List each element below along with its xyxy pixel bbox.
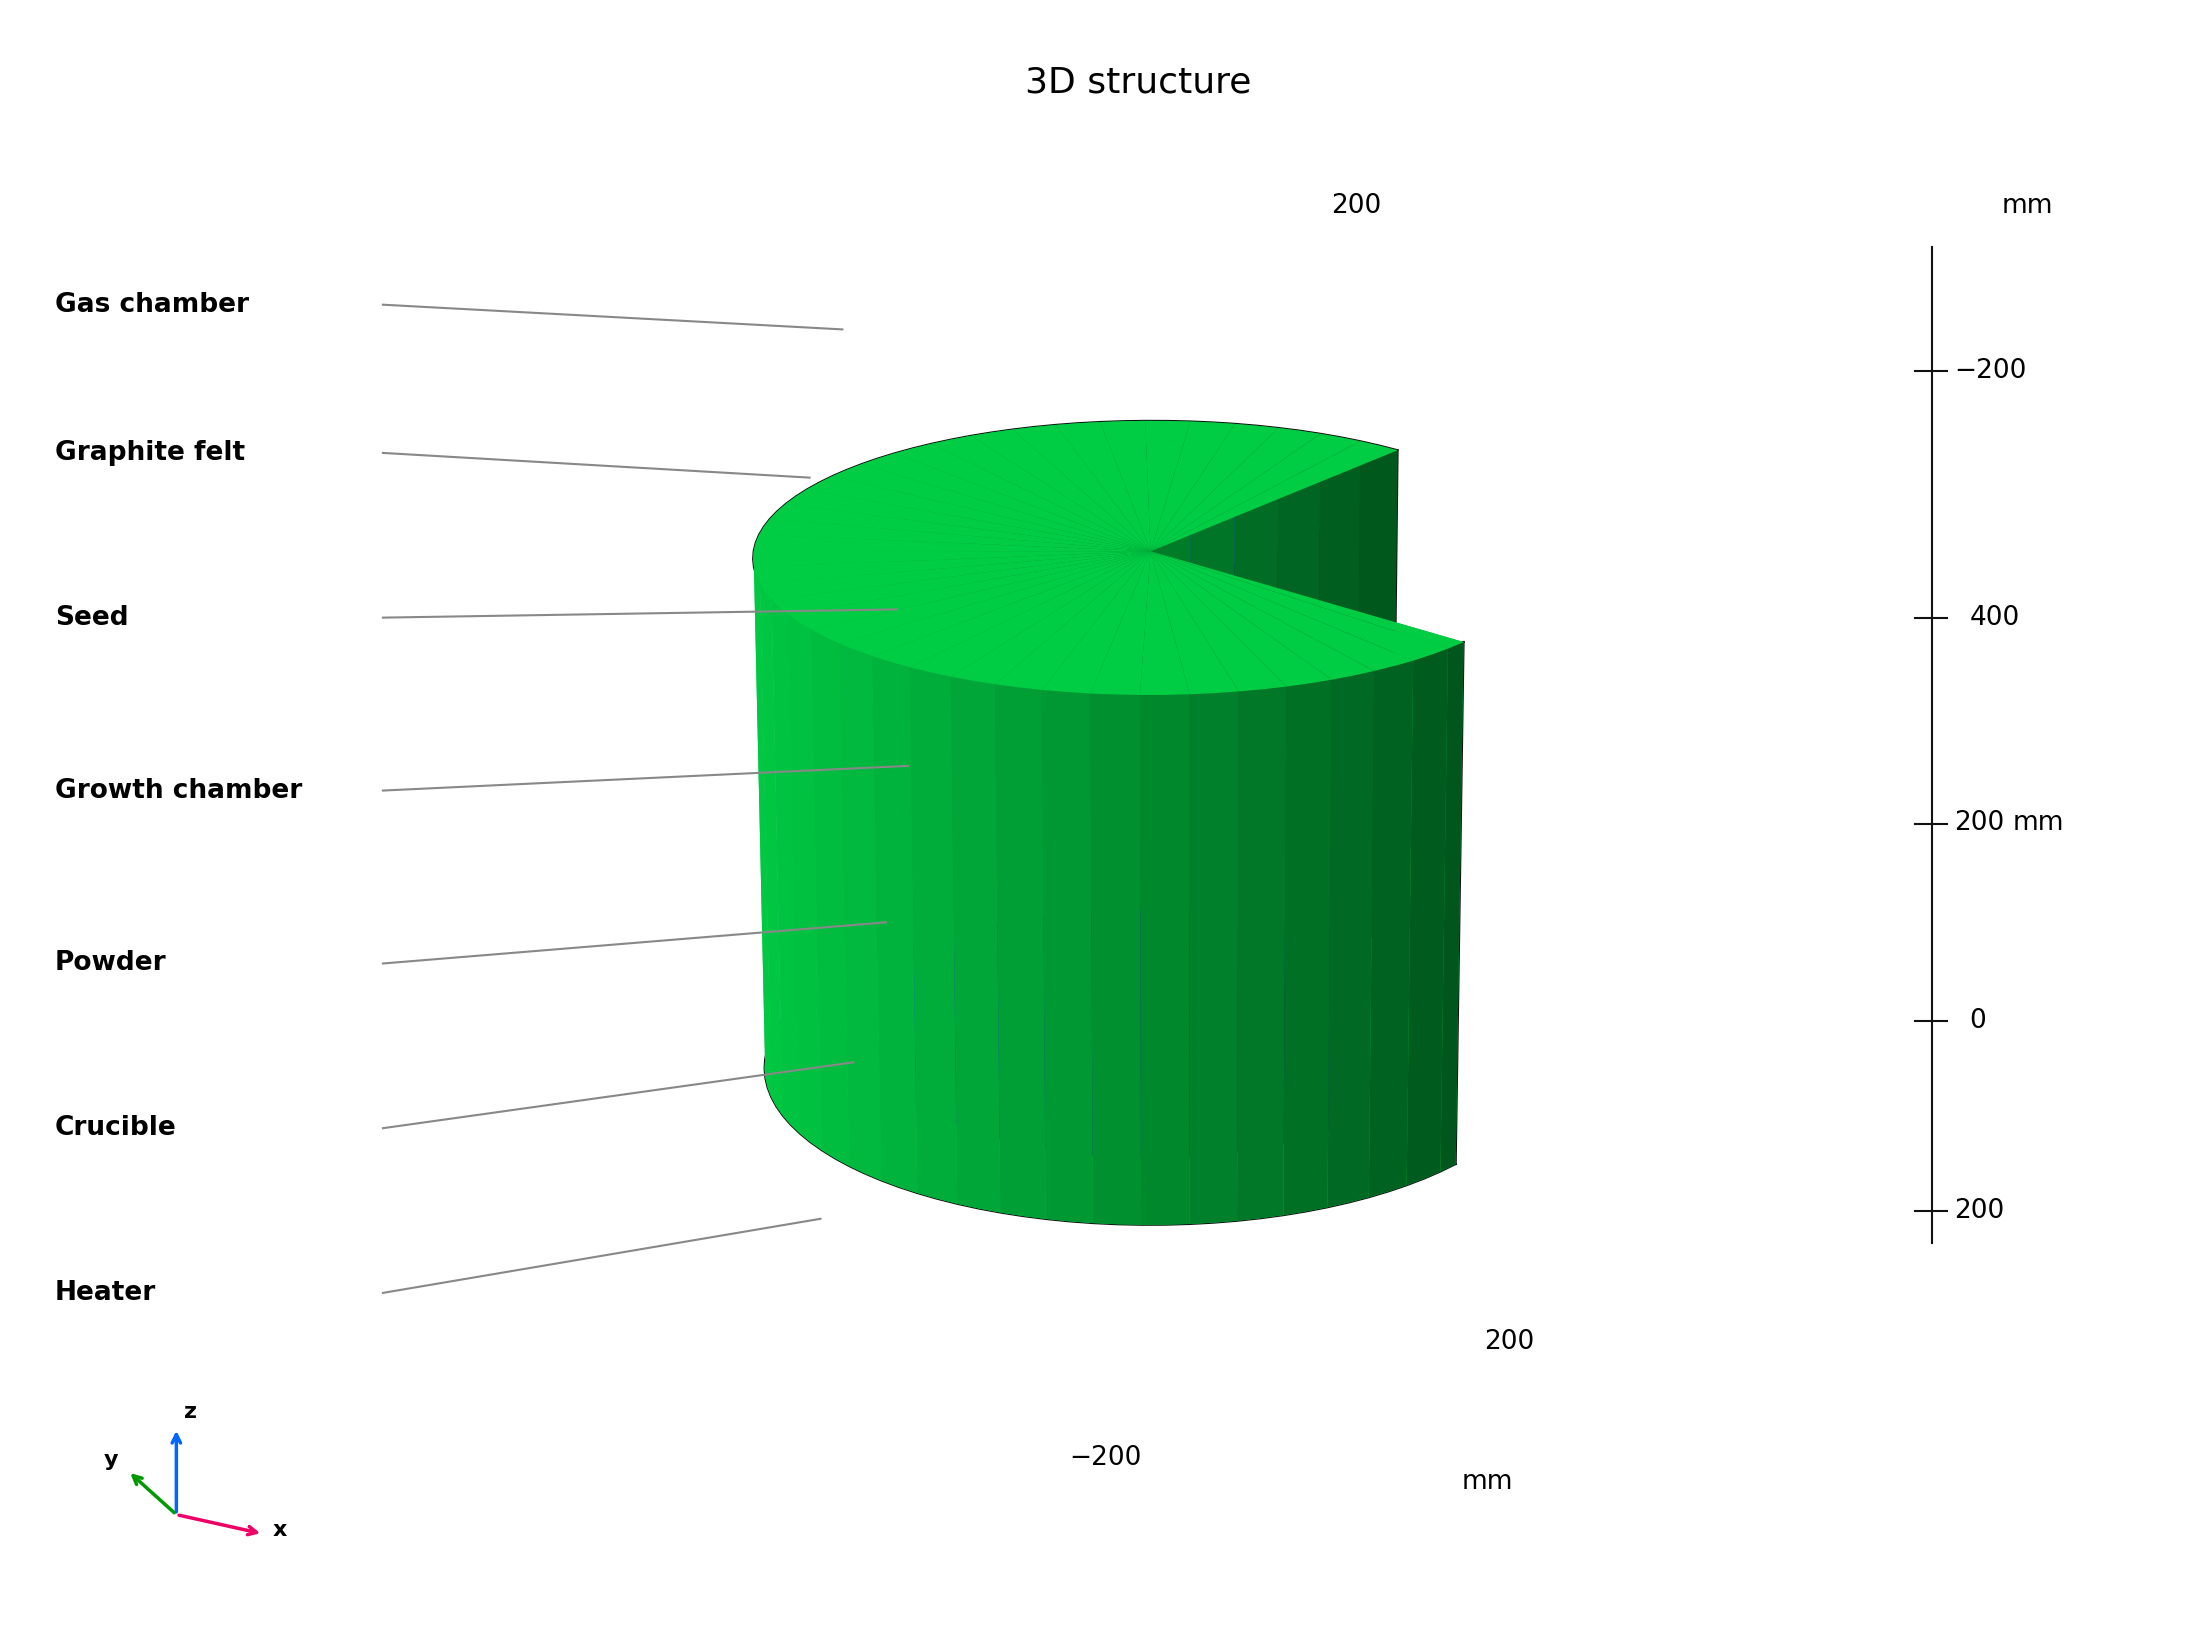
Text: 400: 400 [1969,604,2020,631]
Text: 200: 200 [1486,1329,1534,1355]
Text: z: z [184,1402,197,1423]
Text: 0: 0 [1969,1008,1987,1034]
Text: −200: −200 [1954,357,2026,384]
Text: x: x [274,1520,287,1540]
Text: 200: 200 [1954,1197,2004,1224]
Text: Powder: Powder [55,950,166,977]
Text: mm: mm [2013,810,2065,837]
Text: y: y [105,1451,118,1471]
Text: mm: mm [2002,193,2055,219]
Text: Growth chamber: Growth chamber [55,777,302,804]
Text: 200: 200 [1332,193,1381,219]
Text: −200: −200 [1068,1444,1142,1471]
Text: Gas chamber: Gas chamber [55,292,249,318]
Text: Graphite felt: Graphite felt [55,440,245,466]
Text: Seed: Seed [55,604,129,631]
Text: Heater: Heater [55,1280,155,1306]
Text: mm: mm [1462,1469,1514,1495]
Text: 3D structure: 3D structure [1024,66,1252,100]
Text: Crucible: Crucible [55,1115,177,1141]
Text: 200: 200 [1954,810,2004,837]
